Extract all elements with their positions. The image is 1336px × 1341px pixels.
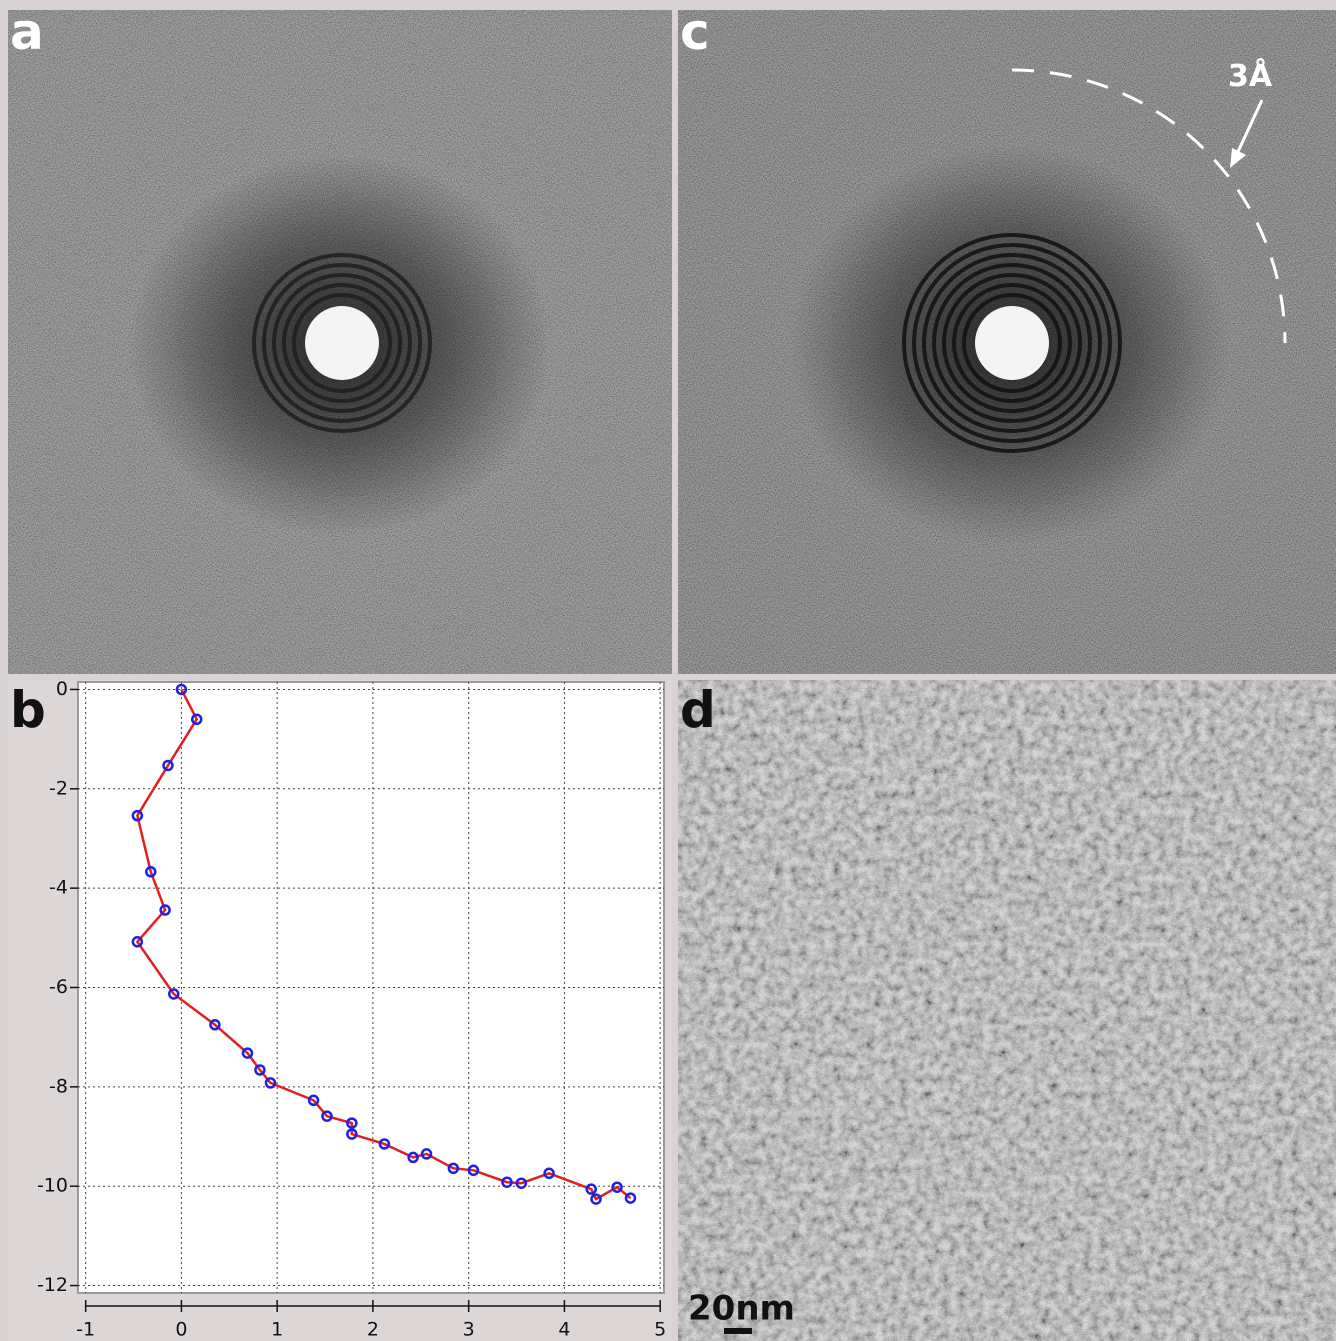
- central-spot: [305, 306, 379, 380]
- resolution-label: 3Å: [1228, 57, 1273, 94]
- panel-d: d 20nm: [678, 680, 1336, 1341]
- data-point: [515, 1177, 528, 1189]
- panel-b: b -1 0 1 2 3 4 50-2-4-6-8-10-12: [8, 678, 672, 1341]
- data-point: [254, 1064, 266, 1076]
- data-point: [378, 1138, 391, 1150]
- scale-bar-label: 20nm: [688, 1289, 795, 1329]
- x-tick-label: 3: [463, 1319, 475, 1341]
- data-point: [190, 713, 203, 726]
- data-point: [543, 1167, 555, 1180]
- data-point: [447, 1162, 460, 1175]
- data-point: [346, 1117, 358, 1129]
- data-point: [407, 1151, 419, 1164]
- arrow-line: [1234, 99, 1264, 157]
- data-point: [264, 1077, 277, 1089]
- x-tick-label: 5: [654, 1319, 666, 1341]
- y-tick-label: -8: [49, 1075, 68, 1097]
- panel-label: b: [10, 681, 46, 739]
- x-tick-label: 4: [558, 1319, 570, 1341]
- data-point: [467, 1164, 480, 1177]
- scale-bar: [724, 1328, 752, 1334]
- thon-rings: [902, 233, 1122, 453]
- data-point: [624, 1192, 637, 1204]
- data-point: [321, 1110, 333, 1122]
- x-tick-label: 0: [175, 1319, 187, 1341]
- micrograph-particles: [678, 680, 1336, 1341]
- data-point: [162, 759, 174, 772]
- data-point: [420, 1148, 433, 1160]
- plot-area: [77, 681, 665, 1294]
- data-point: [611, 1181, 623, 1193]
- central-spot: [975, 306, 1049, 380]
- panel-label: a: [10, 3, 44, 61]
- data-point: [168, 988, 180, 1000]
- y-tick-label: 0: [56, 678, 68, 700]
- panel-c: 3Å c: [678, 3, 1336, 674]
- x-tick-label: 1: [271, 1319, 283, 1341]
- data-point: [131, 809, 144, 822]
- data-point: [501, 1176, 513, 1188]
- x-tick-label: -1: [76, 1319, 95, 1341]
- data-line: [135, 688, 632, 1201]
- data-point: [346, 1128, 358, 1140]
- data-point: [145, 866, 157, 878]
- y-tick-label: -2: [49, 777, 68, 799]
- arrow-head: [1230, 148, 1246, 168]
- data-point: [307, 1094, 320, 1107]
- data-point: [241, 1047, 254, 1059]
- data-point: [131, 936, 144, 948]
- y-tick-label: -4: [49, 877, 68, 899]
- data-point: [175, 683, 188, 696]
- data-point: [209, 1019, 221, 1031]
- panel-label: d: [680, 681, 716, 739]
- panel-a: a: [8, 3, 672, 674]
- data-point: [159, 904, 171, 916]
- x-tick-label: 2: [367, 1319, 379, 1341]
- thon-rings: [252, 253, 432, 433]
- y-tick-label: -12: [37, 1274, 68, 1296]
- data-point: [590, 1193, 602, 1205]
- y-tick-label: -10: [37, 1175, 68, 1197]
- y-tick-label: -6: [49, 976, 68, 998]
- data-point: [585, 1183, 597, 1195]
- panel-label: c: [680, 3, 710, 61]
